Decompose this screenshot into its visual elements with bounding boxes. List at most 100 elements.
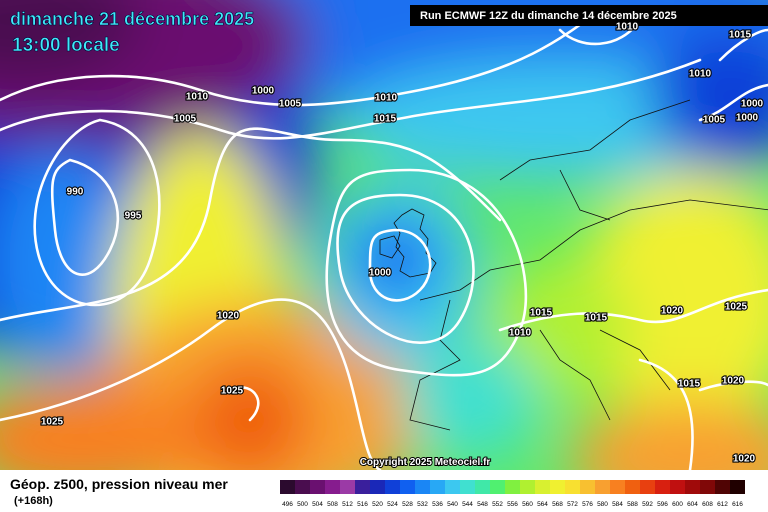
- scale-label: 572: [567, 501, 578, 508]
- scale-label: 500: [297, 501, 308, 508]
- scale-swatch: [475, 480, 490, 494]
- scale-label: 556: [507, 501, 518, 508]
- scale-swatch: [325, 480, 340, 494]
- scale-swatch: [340, 480, 355, 494]
- scale-swatch: [535, 480, 550, 494]
- scale-label: 524: [387, 501, 398, 508]
- isobar-label: 1020: [722, 376, 745, 387]
- scale-swatch: [490, 480, 505, 494]
- scale-swatch: [520, 480, 535, 494]
- scale-label: 544: [462, 501, 473, 508]
- scale-label: 592: [642, 501, 653, 508]
- scale-label: 528: [402, 501, 413, 508]
- scale-label: 568: [552, 501, 563, 508]
- scale-swatch: [625, 480, 640, 494]
- scale-label: 504: [312, 501, 323, 508]
- scale-swatch: [400, 480, 415, 494]
- scale-swatch: [430, 480, 445, 494]
- scale-swatch: [445, 480, 460, 494]
- isobar-label: 1000: [252, 86, 275, 97]
- scale-label: 580: [597, 501, 608, 508]
- isobar-label: 1015: [678, 379, 701, 390]
- scale-swatch: [505, 480, 520, 494]
- scale-swatch: [295, 480, 310, 494]
- scale-swatch: [730, 480, 745, 494]
- scale-swatch: [655, 480, 670, 494]
- scale-swatch: [355, 480, 370, 494]
- isobar-label: 1000: [736, 113, 759, 124]
- scale-label: 600: [672, 501, 683, 508]
- isobar-label: 1005: [279, 99, 302, 110]
- scale-label: 616: [732, 501, 743, 508]
- scale-label: 588: [627, 501, 638, 508]
- color-scale: 496 500 504 508 512 516 520 524 528 532 536 540 544 5…: [280, 480, 745, 508]
- run-banner: [410, 5, 768, 26]
- isobar-labels: 1010 1015 1010 1000 1000 1005 1010 1000 1005 1010…: [40, 21, 765, 466]
- scale-label: 496: [282, 501, 293, 508]
- scale-swatch: [415, 480, 430, 494]
- scale-label: 520: [372, 501, 383, 508]
- scale-swatch: [280, 480, 295, 494]
- scale-label: 564: [537, 501, 548, 508]
- run-info: Run ECMWF 12Z du dimanche 14 décembre 20…: [420, 10, 677, 22]
- isobar-label: 1005: [703, 115, 726, 126]
- scale-label: 612: [717, 501, 728, 508]
- scale-swatch: [565, 480, 580, 494]
- scale-swatch: [310, 480, 325, 494]
- isobar-label: 990: [67, 187, 84, 198]
- isobar-label: 1015: [530, 308, 553, 319]
- isobar-label: 1025: [41, 417, 64, 428]
- scale-swatch: [580, 480, 595, 494]
- forecast-date: dimanche 21 décembre 2025: [10, 9, 254, 29]
- lead-time: (+168h): [14, 495, 53, 507]
- scale-label: 560: [522, 501, 533, 508]
- scale-label: 512: [342, 501, 353, 508]
- isobar-label: 1010: [689, 69, 712, 80]
- scale-label: 540: [447, 501, 458, 508]
- scale-label: 608: [702, 501, 713, 508]
- isobar-label: 1020: [661, 306, 684, 317]
- scale-label: 596: [657, 501, 668, 508]
- isobar-label: 1010: [509, 328, 532, 339]
- scale-label: 604: [687, 501, 698, 508]
- scale-swatch: [460, 480, 475, 494]
- isobar-label: 1025: [725, 302, 748, 313]
- scale-swatch: [370, 480, 385, 494]
- isobar-label: 1015: [729, 30, 752, 41]
- scale-label: 536: [432, 501, 443, 508]
- legend-title: Géop. z500, pression niveau mer: [10, 476, 228, 492]
- scale-label: 552: [492, 501, 503, 508]
- scale-swatch: [610, 480, 625, 494]
- forecast-time: 13:00 locale: [12, 35, 120, 56]
- isobar-label: 1005: [174, 114, 197, 125]
- isobar-label: 1015: [585, 313, 608, 324]
- scale-swatch: [715, 480, 730, 494]
- isobar-label: 1020: [217, 311, 240, 322]
- isobar-label: 995: [125, 211, 142, 222]
- scale-label: 508: [327, 501, 338, 508]
- scale-swatch: [550, 480, 565, 494]
- isobar-label: 1000: [741, 99, 764, 110]
- isobar-label: 1010: [375, 93, 398, 104]
- isobar-label: 1015: [374, 114, 397, 125]
- isobar-label: 1000: [369, 268, 392, 279]
- scale-label: 584: [612, 501, 623, 508]
- scale-swatch: [640, 480, 655, 494]
- scale-label: 516: [357, 501, 368, 508]
- scale-swatch: [670, 480, 685, 494]
- scale-label: 548: [477, 501, 488, 508]
- scale-swatch: [700, 480, 715, 494]
- scale-label: 576: [582, 501, 593, 508]
- scale-swatch: [595, 480, 610, 494]
- copyright: Copyright 2025 Meteociel.fr: [360, 457, 491, 468]
- isobar-label: 1010: [186, 92, 209, 103]
- scale-swatch: [685, 480, 700, 494]
- isobar-label: 1020: [733, 454, 756, 465]
- scale-swatch: [385, 480, 400, 494]
- isobar-label: 1010: [616, 22, 639, 33]
- isobar-label: 1025: [221, 386, 244, 397]
